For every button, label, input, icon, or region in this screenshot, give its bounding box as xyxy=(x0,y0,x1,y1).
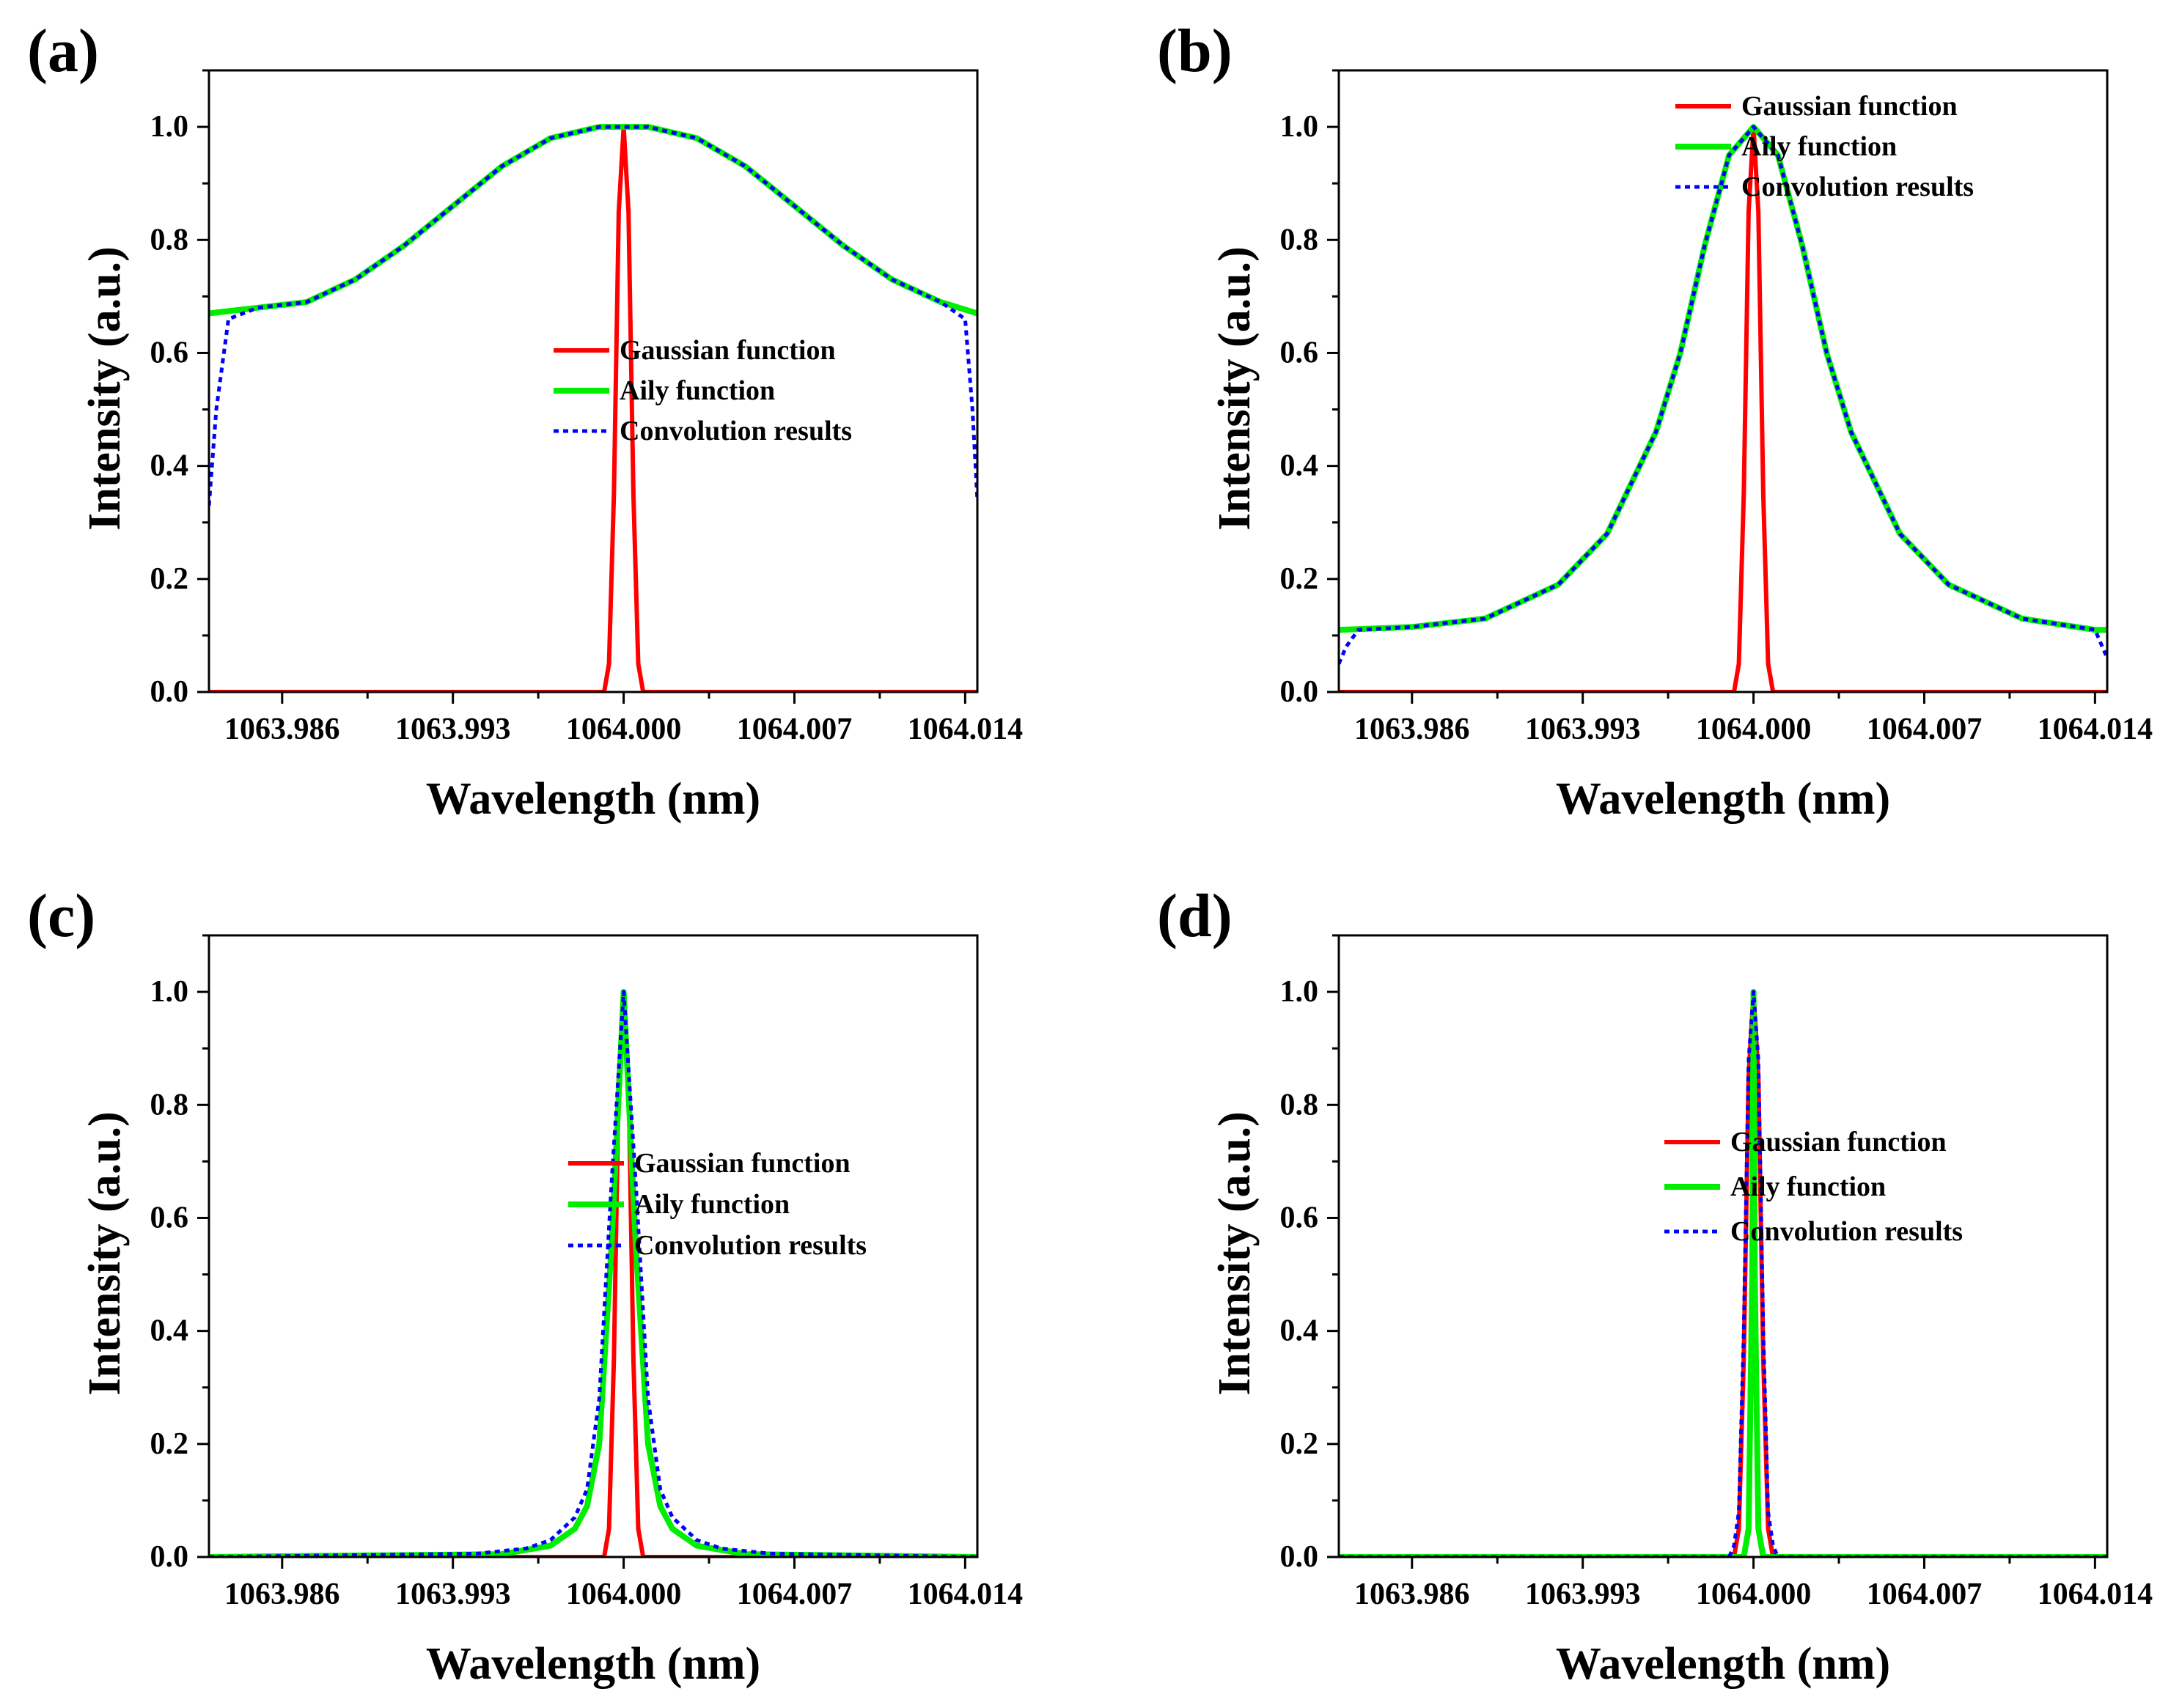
y-tick-label: 0.4 xyxy=(150,449,189,483)
legend-label-1: Gaussian function xyxy=(634,1148,851,1179)
x-tick-label: 1063.986 xyxy=(224,713,340,746)
y-tick-label: 0.4 xyxy=(150,1314,189,1348)
x-tick-label: 1064.007 xyxy=(737,1578,853,1611)
y-tick-label: 0.4 xyxy=(1280,449,1319,483)
y-tick-label: 1.0 xyxy=(1280,975,1319,1009)
series-line-gaussian-function xyxy=(1339,990,2107,1557)
x-tick-label: 1063.993 xyxy=(1525,713,1641,746)
chart-panel-4: (d) 0.0 0.2 0.4 0.6 0.8 1.0 1063.986 1063.993 106… xyxy=(1157,882,2153,1689)
y-tick-label: 1.0 xyxy=(150,110,189,144)
legend-label-1: Gaussian function xyxy=(1741,91,1958,122)
x-tick-label: 1064.000 xyxy=(566,1578,682,1611)
x-tick-label: 1063.986 xyxy=(1354,713,1470,746)
chart-panel-1: (a) 0.0 0.2 0.4 0.6 0.8 1.0 1063.986 1063.993 106… xyxy=(27,17,1023,824)
series-group xyxy=(209,989,977,1557)
y-tick-label: 0.2 xyxy=(150,562,189,596)
legend-label-1: Gaussian function xyxy=(1730,1127,1947,1157)
panel-label: (a) xyxy=(27,17,99,85)
series-line-convolution-results xyxy=(209,125,977,506)
x-tick-label: 1063.986 xyxy=(224,1578,340,1611)
y-tick-label: 0.0 xyxy=(1280,1540,1319,1574)
x-tick-label: 1063.993 xyxy=(1525,1578,1641,1611)
legend-label-2: Aily function xyxy=(1741,131,1897,162)
x-tick-label: 1064.014 xyxy=(2038,1578,2153,1611)
legend-label-1: Gaussian function xyxy=(620,335,836,366)
y-tick-label: 0.8 xyxy=(150,1088,189,1122)
series-line-aily-function xyxy=(209,124,977,317)
y-tick-label: 0.8 xyxy=(1280,1088,1319,1122)
plot-frame xyxy=(1337,934,2109,1558)
series-line-aily-function xyxy=(1339,124,2107,633)
y-tick-label: 0.2 xyxy=(150,1427,189,1461)
series-line-convolution-results xyxy=(1339,990,2107,1557)
legend-label-2: Aily function xyxy=(620,375,775,406)
legend-label-3: Convolution results xyxy=(1730,1216,1963,1247)
x-tick-label: 1064.000 xyxy=(1696,1578,1812,1611)
series-line-convolution-results xyxy=(209,990,977,1557)
panel-label: (b) xyxy=(1157,17,1233,85)
plot-frame xyxy=(207,934,979,1558)
series-line-convolution-results xyxy=(1339,125,2107,665)
legend-label-2: Aily function xyxy=(634,1189,790,1220)
chart-panel-2: (b) 0.0 0.2 0.4 0.6 0.8 1.0 1063.986 1063.993 106… xyxy=(1157,17,2153,824)
y-tick-label: 0.8 xyxy=(1280,223,1319,257)
x-tick-label: 1063.993 xyxy=(395,1578,511,1611)
legend-label-3: Convolution results xyxy=(634,1230,867,1261)
y-axis-title: Intensity (a.u.) xyxy=(1210,246,1260,531)
y-tick-label: 0.2 xyxy=(1280,1427,1319,1461)
y-tick-label: 0.8 xyxy=(150,223,189,257)
y-tick-label: 0.6 xyxy=(150,1201,189,1234)
y-axis-title: Intensity (a.u.) xyxy=(80,246,130,531)
x-axis-title: Wavelength (nm) xyxy=(1556,774,1890,824)
y-tick-label: 0.6 xyxy=(1280,336,1319,369)
y-tick-label: 0.0 xyxy=(150,1540,189,1574)
x-tick-label: 1064.014 xyxy=(908,1578,1024,1611)
legend-label-3: Convolution results xyxy=(1741,172,1974,202)
x-tick-label: 1064.014 xyxy=(2038,713,2153,746)
series-line-aily-function xyxy=(209,989,977,1557)
series-group xyxy=(209,124,977,692)
chart-panel-3: (c) 0.0 0.2 0.4 0.6 0.8 1.0 1063.986 1063.993 106… xyxy=(27,882,1023,1689)
y-tick-label: 0.6 xyxy=(1280,1201,1319,1234)
x-tick-label: 1064.007 xyxy=(1867,1578,1983,1611)
x-axis-title: Wavelength (nm) xyxy=(1556,1639,1890,1689)
x-tick-label: 1064.014 xyxy=(908,713,1024,746)
plot-frame xyxy=(207,69,979,693)
y-tick-label: 0.6 xyxy=(150,336,189,369)
legend-label-2: Aily function xyxy=(1730,1171,1886,1202)
x-tick-label: 1064.000 xyxy=(566,713,682,746)
series-line-aily-function xyxy=(1339,989,2107,1557)
y-tick-label: 0.0 xyxy=(150,675,189,709)
x-tick-label: 1064.007 xyxy=(1867,713,1983,746)
y-tick-label: 1.0 xyxy=(150,975,189,1009)
y-axis-title: Intensity (a.u.) xyxy=(1210,1111,1260,1396)
panel-label: (d) xyxy=(1157,882,1233,950)
x-axis-title: Wavelength (nm) xyxy=(426,1639,760,1689)
y-tick-label: 0.0 xyxy=(1280,675,1319,709)
x-tick-label: 1064.000 xyxy=(1696,713,1812,746)
x-tick-label: 1063.993 xyxy=(395,713,511,746)
series-group xyxy=(1339,989,2107,1557)
series-line-gaussian-function xyxy=(209,125,977,692)
y-tick-label: 1.0 xyxy=(1280,110,1319,144)
x-axis-title: Wavelength (nm) xyxy=(426,774,760,824)
y-tick-label: 0.2 xyxy=(1280,562,1319,596)
panel-label: (c) xyxy=(27,882,95,950)
series-group xyxy=(1339,124,2107,692)
y-axis-title: Intensity (a.u.) xyxy=(80,1111,130,1396)
x-tick-label: 1063.986 xyxy=(1354,1578,1470,1611)
plot-frame xyxy=(1337,69,2109,693)
x-tick-label: 1064.007 xyxy=(737,713,853,746)
y-tick-label: 0.4 xyxy=(1280,1314,1319,1348)
legend-label-3: Convolution results xyxy=(620,416,852,446)
